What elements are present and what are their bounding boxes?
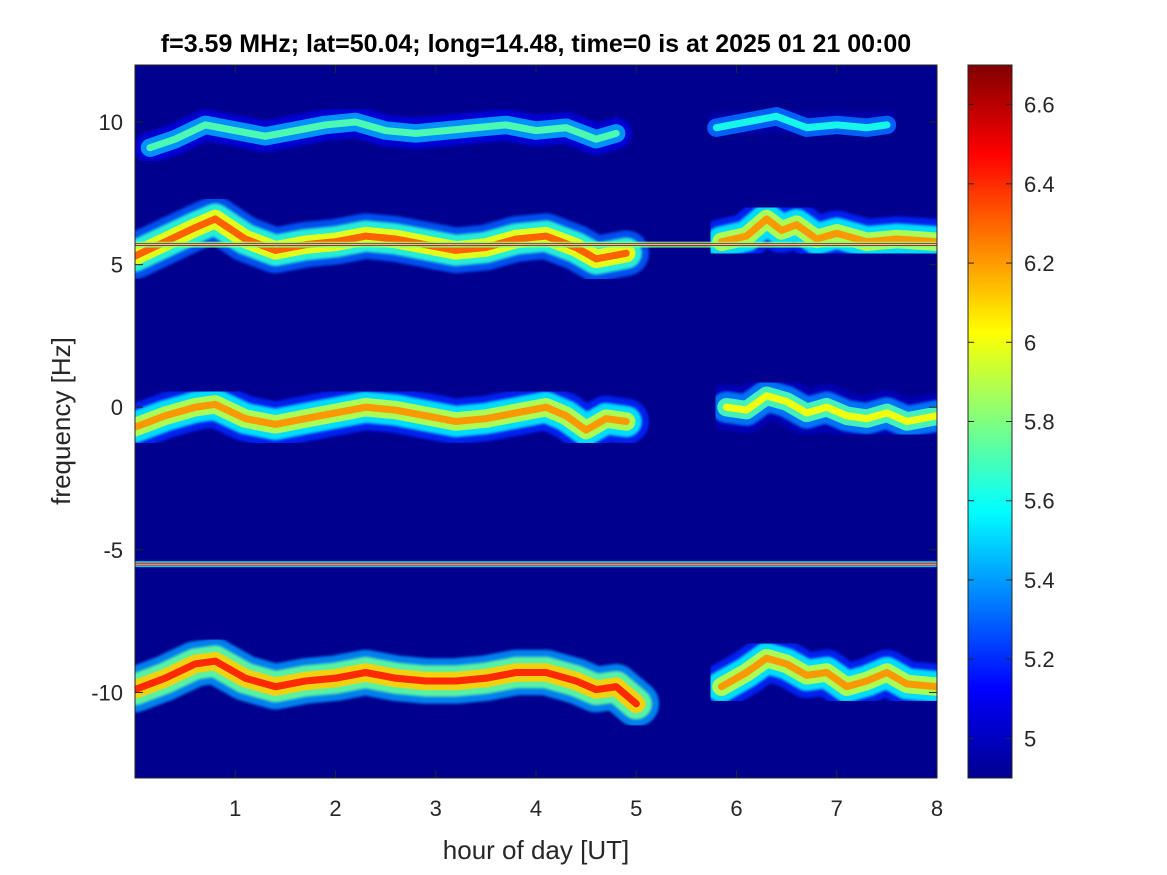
trace-5hz-band-segment xyxy=(135,215,630,263)
plot-content xyxy=(135,93,937,727)
trace-upper-segment xyxy=(712,112,891,132)
colorbar-tick-label: 6.2 xyxy=(1024,251,1055,276)
y-tick-label: -5 xyxy=(103,538,123,563)
y-tick-label: 10 xyxy=(99,110,123,135)
y-tick-label: -10 xyxy=(91,680,123,705)
x-axis-ticks: 1 2 3 4 5 6 7 8 xyxy=(229,65,943,821)
trace-lower xyxy=(135,635,937,727)
trace-0hz-band xyxy=(135,373,937,453)
x-axis-label: hour of day [UT] xyxy=(443,835,629,865)
colorbar-tick-label: 5.4 xyxy=(1024,568,1055,593)
colorbar-tick-label: 5 xyxy=(1024,726,1036,751)
x-tick-label: 5 xyxy=(630,796,642,821)
trace-0hz-band-segment xyxy=(135,400,630,434)
y-axis-label: frequency [Hz] xyxy=(46,337,76,505)
trace-lower-segment xyxy=(717,654,937,691)
x-tick-label: 6 xyxy=(730,796,742,821)
trace-5hz-band xyxy=(135,196,937,282)
trace-lower-segment xyxy=(135,657,640,708)
y-tick-label: 5 xyxy=(111,253,123,278)
colorbar-tick-label: 5.8 xyxy=(1024,410,1055,435)
trace-upper-segment xyxy=(146,118,620,152)
colorbar xyxy=(967,64,1013,779)
trace-upper xyxy=(135,93,910,171)
x-tick-label: 3 xyxy=(430,796,442,821)
trace-0hz-band-segment xyxy=(722,392,937,426)
colorbar-ticks: 5 5.2 5.4 5.6 5.8 6 6.2 6.4 6.6 xyxy=(968,93,1055,751)
y-tick-label: 0 xyxy=(111,395,123,420)
x-tick-label: 8 xyxy=(931,796,943,821)
x-tick-label: 2 xyxy=(329,796,341,821)
colorbar-tick-label: 6 xyxy=(1024,330,1036,355)
x-tick-label: 7 xyxy=(831,796,843,821)
colorbar-tick-label: 6.6 xyxy=(1024,93,1055,118)
chart-title: f=3.59 MHz; lat=50.04; long=14.48, time=… xyxy=(161,30,911,58)
colorbar-tick-label: 5.6 xyxy=(1024,489,1055,514)
trace-5hz-band-segment xyxy=(717,215,937,246)
x-tick-label: 4 xyxy=(530,796,542,821)
y-axis-ticks: -10 -5 0 5 10 xyxy=(91,110,937,705)
colorbar-tick-label: 6.4 xyxy=(1024,172,1055,197)
colorbar-tick-label: 5.2 xyxy=(1024,647,1055,672)
x-tick-label: 1 xyxy=(229,796,241,821)
